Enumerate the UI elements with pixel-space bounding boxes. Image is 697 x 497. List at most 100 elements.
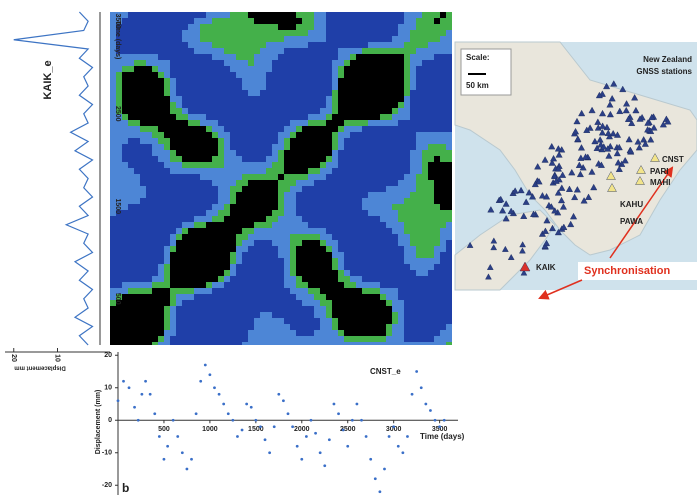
rp-cell	[260, 162, 266, 168]
rp-cell	[188, 54, 194, 60]
rp-cell	[302, 300, 308, 306]
rp-cell	[422, 36, 428, 42]
rp-cell	[248, 24, 254, 30]
rp-cell	[296, 120, 302, 126]
rp-cell	[272, 234, 278, 240]
rp-cell	[146, 276, 152, 282]
rp-cell	[116, 180, 122, 186]
rp-cell	[200, 180, 206, 186]
rp-cell	[176, 330, 182, 336]
rp-cell	[152, 276, 158, 282]
rp-cell	[128, 198, 134, 204]
rp-cell	[206, 12, 212, 18]
rp-cell	[152, 228, 158, 234]
rp-cell	[230, 252, 236, 258]
rp-cell	[260, 306, 266, 312]
rp-cell	[152, 12, 158, 18]
rp-cell	[158, 24, 164, 30]
rp-cell	[296, 108, 302, 114]
rp-cell	[308, 78, 314, 84]
rp-cell	[320, 72, 326, 78]
rp-cell	[224, 54, 230, 60]
rp-cell	[266, 84, 272, 90]
rp-cell	[410, 168, 416, 174]
rp-cell	[380, 12, 386, 18]
rp-cell	[212, 84, 218, 90]
rp-cell	[158, 60, 164, 66]
rp-cell	[110, 60, 116, 66]
rp-cell	[212, 72, 218, 78]
rp-cell	[188, 204, 194, 210]
rp-cell	[236, 120, 242, 126]
rp-cell	[152, 138, 158, 144]
rp-cell	[140, 246, 146, 252]
rp-cell	[128, 48, 134, 54]
rp-cell	[374, 342, 380, 345]
rp-cell	[362, 42, 368, 48]
rp-cell	[410, 252, 416, 258]
rp-cell	[440, 18, 446, 24]
rp-cell	[254, 30, 260, 36]
rp-cell	[422, 204, 428, 210]
rp-cell	[224, 342, 230, 345]
rp-cell	[338, 18, 344, 24]
rp-cell	[266, 342, 272, 345]
point	[424, 402, 428, 406]
rp-cell	[248, 300, 254, 306]
rp-cell	[152, 210, 158, 216]
rp-cell	[110, 144, 116, 150]
station-marker	[559, 171, 567, 178]
rp-cell	[128, 246, 134, 252]
rp-cell	[182, 324, 188, 330]
rp-cell	[260, 42, 266, 48]
rp-cell	[224, 132, 230, 138]
rp-cell	[392, 246, 398, 252]
rp-cell	[302, 216, 308, 222]
rp-cell	[374, 36, 380, 42]
rp-cell	[230, 120, 236, 126]
rp-cell	[404, 228, 410, 234]
rp-cell	[170, 246, 176, 252]
rp-cell	[446, 36, 452, 42]
rp-cell	[398, 174, 404, 180]
rp-cell	[140, 138, 146, 144]
rp-cell	[170, 72, 176, 78]
rp-cell	[152, 186, 158, 192]
rp-cell	[260, 222, 266, 228]
rp-cell	[386, 12, 392, 18]
station-marker	[598, 109, 607, 117]
rp-cell	[194, 18, 200, 24]
rp-cell	[188, 30, 194, 36]
rp-cell	[392, 342, 398, 345]
rp-cell	[158, 48, 164, 54]
rp-cell	[170, 150, 176, 156]
rp-cell	[116, 168, 122, 174]
rp-cell	[392, 120, 398, 126]
rp-cell	[152, 342, 158, 345]
rp-cell	[284, 228, 290, 234]
rp-cell	[284, 30, 290, 36]
rp-cell	[284, 90, 290, 96]
rp-cell	[278, 294, 284, 300]
rp-cell	[218, 138, 224, 144]
rp-cell	[440, 210, 446, 216]
rp-cell	[188, 66, 194, 72]
rp-cell	[314, 312, 320, 318]
rp-cell	[446, 282, 452, 288]
rp-cell	[326, 336, 332, 342]
rp-cell	[374, 126, 380, 132]
rp-cell	[416, 30, 422, 36]
rp-cell	[284, 330, 290, 336]
rp-cell	[176, 42, 182, 48]
rp-cell	[164, 48, 170, 54]
rp-cell	[122, 264, 128, 270]
rp-cell	[398, 192, 404, 198]
point	[401, 451, 405, 455]
rp-cell	[284, 84, 290, 90]
rp-cell	[356, 18, 362, 24]
point	[350, 418, 354, 422]
x-tick-label: 2500	[340, 426, 356, 433]
rp-cell	[356, 12, 362, 18]
rp-cell	[134, 240, 140, 246]
rp-cell	[440, 300, 446, 306]
